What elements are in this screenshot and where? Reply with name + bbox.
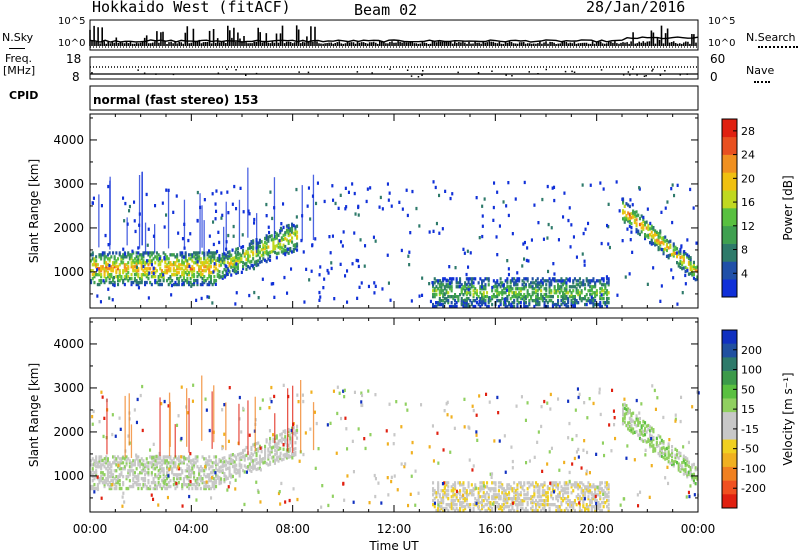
time-tick-label: 00:00 — [73, 522, 108, 536]
velocity-colorbar-cell — [722, 494, 737, 509]
velocity-colorbar-tick: -200 — [741, 482, 766, 495]
velocity-colorbar-tick: -15 — [741, 423, 759, 436]
velocity-colorbar-tick: -50 — [741, 443, 759, 456]
velocity-colorbar-cell — [722, 357, 737, 372]
freq-panel-frame — [89, 56, 699, 80]
velocity-ytick-label: 4000 — [53, 337, 84, 351]
time-tick-label: 12:00 — [377, 522, 412, 536]
velocity-colorbar-cell — [722, 330, 737, 344]
power-colorbar-tick: 8 — [741, 244, 748, 257]
power-colorbar-tick: 20 — [741, 172, 755, 185]
power-ytick-label: 1000 — [53, 265, 84, 279]
power-panel: 1000 2000 3000 4000 Slant Range [km] — [27, 113, 699, 309]
time-tick-label: 08:00 — [275, 522, 310, 536]
velocity-colorbar-cell — [722, 412, 737, 427]
velocity-colorbar-tick: 15 — [741, 403, 755, 416]
noise-right-tick-bottom: 10^0 — [708, 38, 736, 49]
power-ylabel: Slant Range [km] — [27, 159, 41, 263]
power-colorbar-cell — [722, 136, 737, 155]
power-colorbar-cell — [722, 261, 737, 280]
noise-panel — [89, 19, 699, 51]
power-colorbar-tick: 4 — [741, 267, 748, 280]
time-tick-label: 00:00 — [681, 522, 716, 536]
freq-unit-label: [MHz] — [3, 64, 36, 77]
power-colorbar-tick: 28 — [741, 125, 755, 138]
power-colorbar-cell — [722, 154, 737, 173]
velocity-ytick-label: 1000 — [53, 469, 84, 483]
velocity-colorbar-tick: 200 — [741, 344, 762, 357]
noise-sky-legend-line — [9, 48, 25, 49]
velocity-cells — [90, 375, 700, 513]
noise-sky-bars — [89, 25, 697, 46]
power-colorbar-tick: 24 — [741, 149, 755, 162]
power-colorbar-cell — [722, 172, 737, 191]
power-colorbar: 4 8 12 16 20 24 28 Power [dB] — [721, 118, 795, 298]
power-colorbar-cell — [722, 225, 737, 244]
cpid-label: CPID — [9, 89, 39, 102]
power-colorbar-cell — [722, 208, 737, 227]
velocity-panel: 1000 2000 3000 4000 Slant Range [km] — [27, 317, 700, 513]
cpid-panel-frame — [89, 85, 699, 111]
station-title: Hokkaido West (fitACF) — [92, 0, 291, 16]
power-colorbar-tick: 16 — [741, 196, 755, 209]
velocity-colorbar-tick: 100 — [741, 364, 762, 377]
velocity-colorbar-tick: 50 — [741, 383, 755, 396]
power-ytick-label: 4000 — [53, 133, 84, 147]
velocity-colorbar-cell — [722, 480, 737, 495]
noise-search-line — [89, 36, 699, 43]
power-colorbar-cell — [722, 119, 737, 138]
nave-label: Nave — [746, 64, 775, 77]
noise-left-tick-bottom: 10^0 — [58, 38, 86, 49]
velocity-ylabel: Slant Range [km] — [27, 363, 41, 467]
velocity-colorbar-cell — [722, 343, 737, 358]
freq-panel — [89, 56, 699, 80]
velocity-colorbar-cell — [722, 466, 737, 481]
time-axis: 00:00 04:00 08:00 12:00 16:00 20:00 00:00 Time … — [73, 522, 716, 553]
velocity-colorbar-cell — [722, 371, 737, 386]
time-tick-label: 20:00 — [579, 522, 614, 536]
velocity-colorbar-cell — [722, 384, 737, 399]
noise-search-legend-line — [758, 46, 798, 48]
time-tick-label: 04:00 — [174, 522, 209, 536]
power-colorbar-tick: 12 — [741, 220, 755, 233]
velocity-ytick-label: 2000 — [53, 425, 84, 439]
freq-left-tick-top: 18 — [66, 52, 82, 66]
noise-search-label: N.Search — [746, 31, 796, 44]
velocity-colorbar-label: Velocity [m s⁻¹] — [781, 372, 795, 465]
beam-label: Beam 02 — [354, 1, 418, 19]
power-cells — [90, 167, 699, 309]
freq-left-tick-bottom: 8 — [72, 70, 80, 84]
freq-label: Freq. — [5, 52, 33, 65]
power-colorbar-cell — [722, 190, 737, 209]
freq-scatter — [91, 68, 688, 78]
velocity-colorbar-cell — [722, 425, 737, 440]
noise-left-tick-top: 10^5 — [58, 16, 86, 27]
velocity-colorbar-cell — [722, 398, 737, 413]
velocity-colorbar: 200 100 50 15 -15 -50 -100 -200 Velocity [m s⁻¹] — [721, 329, 795, 509]
time-axis-label: Time UT — [368, 539, 419, 553]
power-colorbar-cell — [722, 279, 737, 298]
nave-legend-line — [754, 81, 770, 83]
noise-right-tick-top: 10^5 — [708, 16, 736, 27]
cpid-mode-text: normal (fast stereo) 153 — [93, 93, 259, 107]
velocity-colorbar-cell — [722, 439, 737, 454]
velocity-ytick-label: 3000 — [53, 381, 84, 395]
nave-right-tick-bottom: 0 — [710, 70, 718, 84]
power-ytick-label: 3000 — [53, 177, 84, 191]
date-label: 28/Jan/2016 — [586, 0, 686, 16]
velocity-colorbar-cell — [722, 453, 737, 468]
power-colorbar-cell — [722, 243, 737, 262]
nave-right-tick-top: 60 — [710, 52, 726, 66]
power-ytick-label: 2000 — [53, 221, 84, 235]
time-tick-label: 16:00 — [478, 522, 513, 536]
power-colorbar-label: Power [dB] — [781, 175, 795, 240]
noise-sky-label: N.Sky — [2, 31, 34, 44]
velocity-colorbar-tick: -100 — [741, 462, 766, 475]
